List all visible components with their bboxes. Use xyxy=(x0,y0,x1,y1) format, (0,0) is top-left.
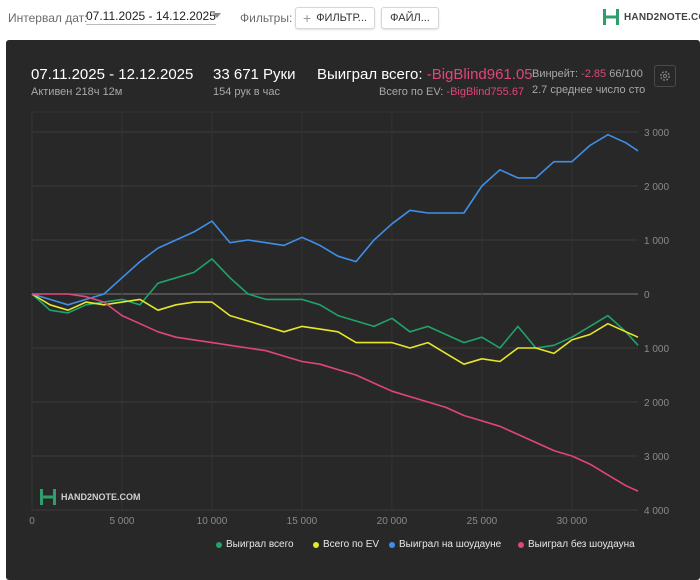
filter-button[interactable]: + ФИЛЬТР... xyxy=(295,7,375,29)
hand2note-watermark-icon xyxy=(40,489,56,505)
ev-total: Всего по EV: -BigBlind755.67 xyxy=(379,86,524,98)
x-tick-label: 10 000 xyxy=(197,516,228,527)
y-tick-label: 3 000 xyxy=(644,452,669,463)
chart-ticks: 3 000 2 000 1 000 0 1 000 2 000 3 000 4 000 0 5 0… xyxy=(29,128,669,527)
legend-marker-ev xyxy=(313,541,319,548)
legend-label-non-showdown: Выиграл без шоудауна xyxy=(528,539,635,550)
ev-total-value: -BigBlind755.67 xyxy=(446,86,525,98)
chart-watermark: HAND2NOTE.COM xyxy=(39,488,141,506)
won-total-value: -BigBlind961.05 xyxy=(426,66,533,83)
hands-count: 33 671 Руки xyxy=(213,66,296,83)
date-range-select[interactable]: 07.11.2025 - 14.12.2025 xyxy=(86,9,216,25)
series-line xyxy=(31,293,639,365)
won-total: Выиграл всего: -BigBlind961.05 xyxy=(317,66,533,83)
won-total-label: Выиграл всего: xyxy=(317,66,423,83)
file-button[interactable]: ФАЙЛ... xyxy=(381,7,439,29)
top-toolbar: Интервал дат: 07.11.2025 - 14.12.2025 Фи… xyxy=(0,0,700,38)
series-line xyxy=(31,258,639,349)
plus-icon: + xyxy=(303,10,312,26)
file-button-label: ФАЙЛ... xyxy=(390,12,430,24)
x-tick-label: 25 000 xyxy=(467,516,498,527)
x-tick-label: 0 xyxy=(29,516,35,527)
interval-label: Интервал дат: xyxy=(8,11,88,25)
x-tick-label: 5 000 xyxy=(109,516,134,527)
x-tick-label: 30 000 xyxy=(557,516,588,527)
avg-stack: 2.7 среднее число сто xyxy=(532,84,646,96)
legend-item-ev[interactable]: Всего по EV xyxy=(313,539,379,550)
x-tick-label: 15 000 xyxy=(287,516,318,527)
filters-label: Фильтры: xyxy=(240,11,293,25)
hand2note-logo-icon xyxy=(603,9,619,25)
logo-text: HAND2NOTE.COM xyxy=(624,11,700,23)
bankroll-chart: 3 000 2 000 1 000 0 1 000 2 000 3 000 4 000 0 5 0… xyxy=(29,111,669,527)
period-text: 07.11.2025 - 12.12.2025 xyxy=(31,66,194,83)
winrate-rest: 66/100 xyxy=(609,68,643,80)
chart-grid xyxy=(31,111,638,511)
hand2note-logo: HAND2NOTE.COM xyxy=(602,8,700,26)
winrate-value: -2.85 xyxy=(581,68,607,80)
legend-item-showdown[interactable]: Выиграл на шоудауне xyxy=(389,539,501,550)
winrate-label: Винрейт: xyxy=(532,68,579,80)
gear-icon xyxy=(660,71,670,81)
legend-label-won-total: Выиграл всего xyxy=(226,539,294,550)
x-tick-label: 20 000 xyxy=(377,516,408,527)
y-tick-label: 2 000 xyxy=(644,182,669,193)
y-tick-label: 1 000 xyxy=(644,344,669,355)
chevron-down-icon[interactable] xyxy=(213,13,221,18)
series-line xyxy=(32,293,639,492)
ev-total-label: Всего по EV: xyxy=(379,86,444,98)
settings-button[interactable] xyxy=(654,65,676,87)
legend-item-won-total[interactable]: Выиграл всего xyxy=(216,539,294,550)
y-tick-label: 3 000 xyxy=(644,128,669,139)
filter-button-label: ФИЛЬТР... xyxy=(316,12,367,24)
legend-marker-non-showdown xyxy=(518,541,524,548)
legend-label-showdown: Выиграл на шоудауне xyxy=(399,539,502,550)
active-time: Активен 218ч 12м xyxy=(31,86,123,98)
chart-series xyxy=(31,133,639,492)
series-line xyxy=(31,133,639,306)
legend-marker-won-total xyxy=(216,541,222,548)
watermark-text: HAND2NOTE.COM xyxy=(61,492,141,502)
y-tick-label: 4 000 xyxy=(644,506,669,517)
legend-item-non-showdown[interactable]: Выиграл без шоудауна xyxy=(518,539,635,550)
graph-panel: 07.11.2025 - 12.12.2025 Активен 218ч 12м… xyxy=(6,40,700,580)
y-tick-label: 1 000 xyxy=(644,236,669,247)
hands-per-hour: 154 рук в час xyxy=(213,86,281,98)
y-tick-label: 2 000 xyxy=(644,398,669,409)
winrate: Винрейт: -2.85 66/100 xyxy=(532,68,643,80)
legend-marker-showdown xyxy=(389,541,395,548)
legend-label-ev: Всего по EV xyxy=(323,539,380,550)
y-tick-label: 0 xyxy=(644,290,650,301)
